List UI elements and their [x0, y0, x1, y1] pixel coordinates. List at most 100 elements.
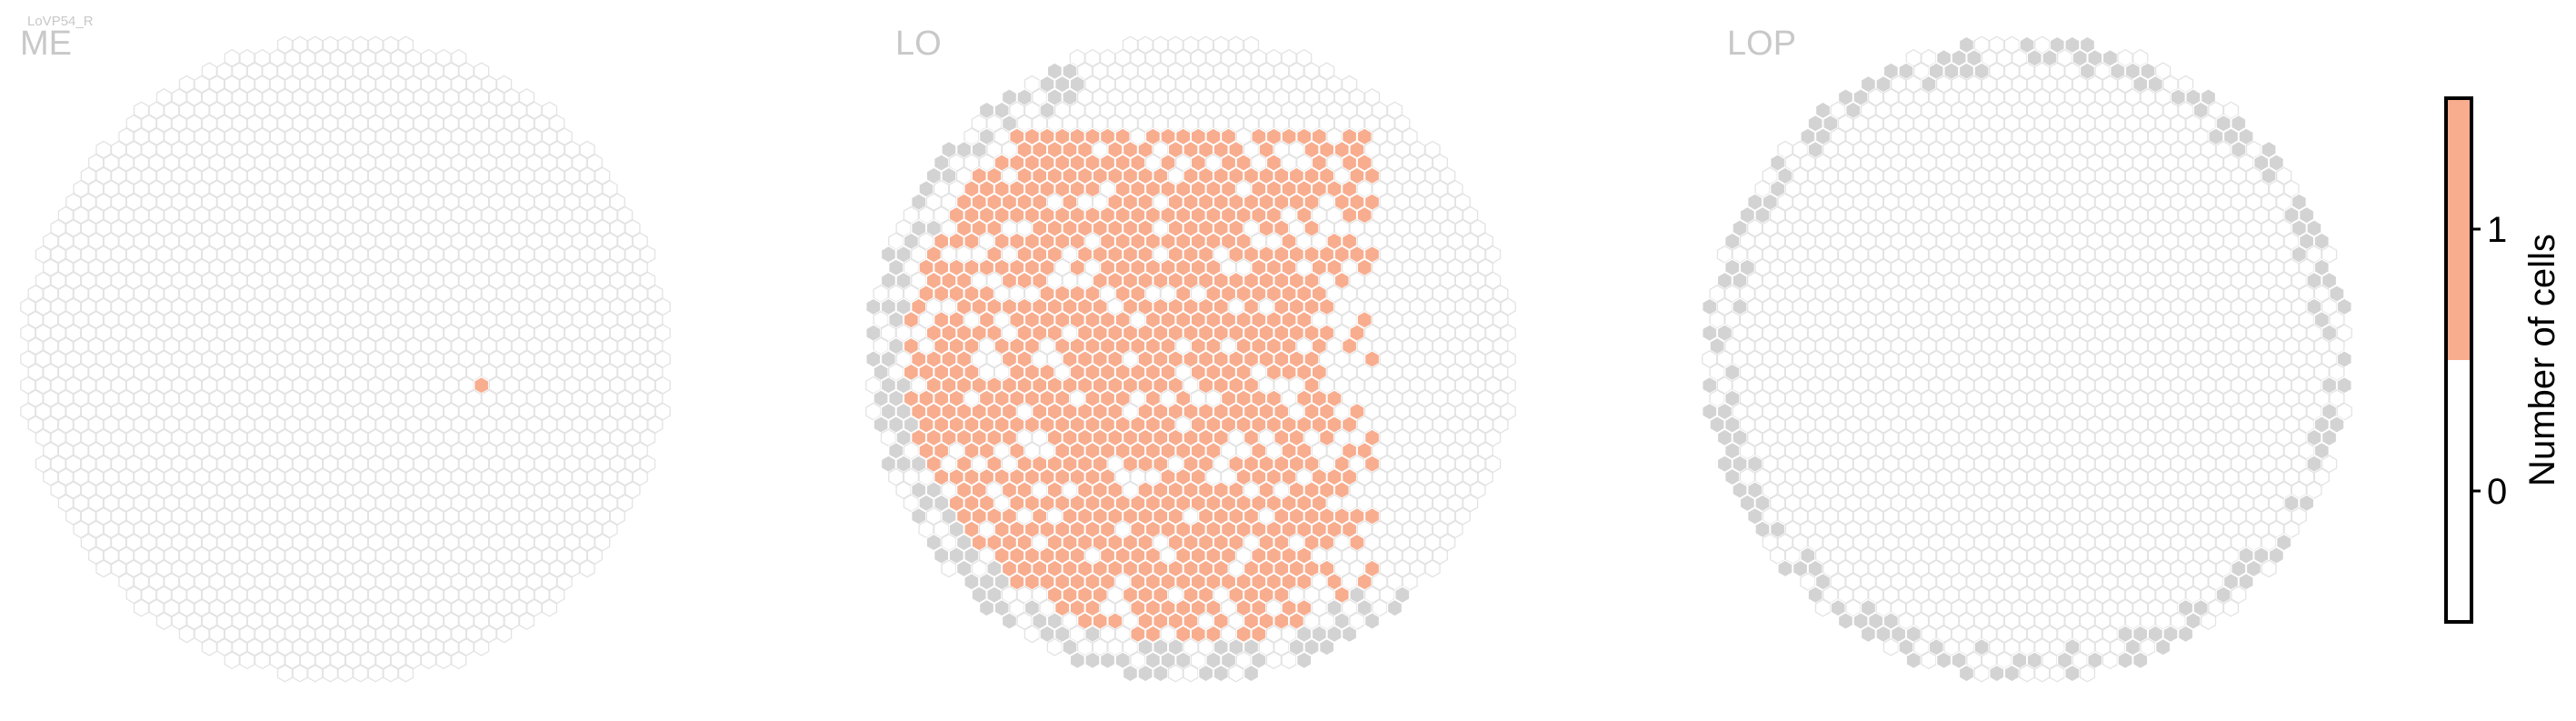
me-hex-cell: [178, 75, 195, 94]
me-hex-cell: [262, 114, 278, 133]
me-hex-cell: [186, 140, 203, 159]
me-hex-cell: [186, 402, 203, 421]
me-hex-cell: [481, 285, 497, 303]
me-hex-cell: [269, 232, 285, 251]
me-hex-cell: [405, 310, 422, 329]
me-hex-cell: [103, 179, 119, 198]
me-hex-cell: [133, 179, 150, 198]
panel-title-me: ME: [20, 25, 72, 63]
me-hex-cell: [616, 363, 634, 382]
me-hex-cell: [495, 310, 513, 329]
me-hex-cell: [95, 219, 112, 237]
me-hex-cell: [624, 324, 641, 343]
me-hex-cell: [639, 402, 656, 421]
me-hex-cell: [413, 62, 429, 81]
me-hex-cell: [95, 324, 112, 343]
me-hex-cell: [20, 402, 36, 421]
me-hex-cell: [443, 297, 460, 316]
me-hex-cell: [224, 101, 240, 120]
me-hex-cell: [155, 245, 173, 264]
me-hex-cell: [73, 336, 89, 355]
me-hex-cell: [224, 154, 240, 172]
lo-hex-cell: [1424, 559, 1441, 578]
me-hex-cell: [495, 154, 513, 172]
lo-hex-cell: [1341, 625, 1358, 644]
me-hex-cell: [178, 205, 195, 225]
me-hex-cell: [133, 416, 150, 434]
me-hex-cell: [443, 219, 460, 237]
me-hex-cell: [269, 258, 285, 277]
me-hex-cell: [564, 402, 581, 421]
me-hex-cell: [397, 664, 414, 683]
lop-hex-cell: [2019, 664, 2035, 683]
me-hex-cell: [647, 416, 664, 434]
me-hex-cell: [632, 258, 648, 277]
me-hex-cell: [73, 205, 89, 225]
me-hex-cell: [353, 62, 369, 81]
me-hex-cell: [572, 285, 588, 303]
me-hex-cell: [80, 350, 96, 368]
me-hex-cell: [579, 271, 595, 290]
me-hex-cell: [307, 324, 324, 343]
me-hex-cell: [390, 101, 406, 120]
me-hex-cell: [246, 88, 263, 106]
me-hex-cell: [564, 297, 581, 316]
me-hex-cell: [171, 402, 187, 421]
me-hex-cell: [488, 271, 504, 290]
me-hex-cell: [315, 285, 331, 303]
me-hex-cell: [511, 416, 527, 434]
me-hex-cell: [246, 402, 263, 421]
me-hex-cell: [549, 245, 565, 264]
me-hex-cell: [526, 416, 543, 434]
me-hex-cell: [488, 140, 504, 159]
me-hex-cell: [95, 428, 112, 447]
me-hex-cell: [239, 389, 255, 408]
me-hex-cell: [435, 205, 452, 225]
me-hex-cell: [556, 285, 573, 303]
me-hex-cell: [390, 127, 406, 146]
me-hex-cell: [209, 416, 225, 434]
me-hex-cell: [428, 62, 444, 81]
me-hex-cell: [262, 245, 278, 264]
me-hex-cell: [27, 389, 44, 408]
me-hex-cell: [451, 651, 467, 670]
me-hex-cell: [337, 140, 354, 159]
me-hex-cell: [451, 127, 467, 146]
me-hex-cell: [526, 310, 543, 329]
me-hex-cell: [322, 35, 338, 55]
me-hex-cell: [216, 62, 233, 81]
me-hex-cell: [609, 376, 625, 395]
me-hex-cell: [405, 416, 422, 434]
me-hex-cell: [65, 297, 82, 316]
me-hex-cell: [330, 310, 346, 329]
me-hex-cell: [458, 140, 474, 159]
me-hex-cell: [231, 324, 248, 343]
me-hex-cell: [186, 350, 203, 368]
lop-hex-cell: [2034, 664, 2051, 683]
me-hex-cell: [231, 114, 248, 133]
me-hex-cell: [118, 127, 135, 146]
me-hex-cell: [435, 336, 452, 355]
me-hex-cell: [337, 402, 354, 421]
me-hex-cell: [262, 88, 278, 106]
me-hex-cell: [465, 336, 482, 355]
me-hex-cell: [504, 166, 520, 185]
me-hex-cell: [224, 389, 240, 408]
me-hex-cell: [285, 179, 301, 198]
me-hex-cell: [549, 402, 565, 421]
me-hex-cell: [353, 193, 369, 212]
me-hex-cell: [511, 179, 527, 198]
me-hex-cell: [420, 651, 437, 670]
lo-hex-cell: [1023, 625, 1041, 644]
me-hex-cell: [292, 245, 308, 264]
me-hex-cell: [413, 140, 429, 159]
me-hex-cell: [246, 219, 263, 237]
me-hex-cell: [534, 140, 550, 159]
me-hex-cell: [443, 140, 460, 159]
me-hex-cell: [639, 350, 656, 368]
me-hex-cell: [80, 297, 96, 316]
me-hex-cell: [35, 245, 52, 264]
me-hex-cell: [435, 48, 452, 67]
me-hex-cell: [299, 363, 316, 382]
me-hex-cell: [616, 336, 634, 355]
